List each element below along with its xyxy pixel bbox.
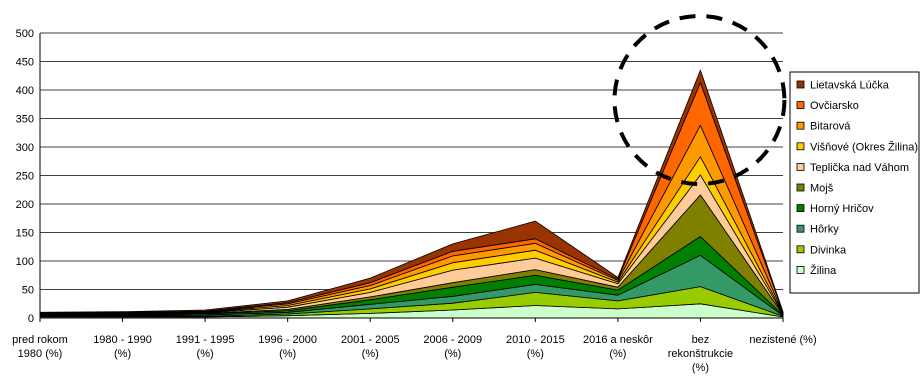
y-tick-label: 50 [22,285,34,297]
legend-swatch [796,204,805,213]
legend-swatch [796,80,805,89]
highlight-circle [612,14,787,186]
x-tick-label: 2001 - 2005 (%) [341,334,400,360]
x-tick-label: pred rokom 1980 (%) [12,334,68,360]
x-tick-label: 2016 a neskôr (%) [583,334,653,360]
peak-highlight-ellipse [612,14,787,186]
legend-label: Hôrky [810,224,839,236]
y-tick-label: 250 [16,171,34,183]
legend-swatch [796,121,805,130]
series-areas [39,69,784,319]
x-tick-label: 1996 - 2000 (%) [258,334,317,360]
legend-label: Teplička nad Váhom [810,162,909,174]
y-tick-label: 350 [16,114,34,126]
x-tick-label: nezistené (%) [749,334,816,346]
legend-label: Ovčiarsko [810,100,859,112]
legend-swatch [796,224,805,233]
legend-label: Bitarová [810,121,851,133]
x-tick-label: 1991 - 1995 (%) [176,334,235,360]
gridlines [40,32,783,290]
legend-swatch [796,245,805,254]
y-tick-label: 100 [16,256,34,268]
y-tick-label: 200 [16,199,34,211]
y-tick-label: 0 [28,313,34,325]
legend: Lietavská Lúčka Ovčiarsko Bitarová Višňové … [789,71,920,294]
legend-label: Višňové (Okres Žilina) [810,140,918,153]
legend-label: Horný Hričov [810,203,874,215]
y-tick-label: 150 [16,228,34,240]
legend-swatch [796,265,805,274]
area-series [39,69,784,314]
legend-swatch [796,183,805,192]
y-tick-label: 400 [16,85,34,97]
x-tick-label: 2010 - 2015 (%) [506,334,565,360]
legend-swatch [796,162,805,171]
x-tick-label: 1980 - 1990 (%) [93,334,152,360]
legend-label: Mojš [810,183,834,195]
x-axis: pred rokom 1980 (%) 1980 - 1990 (%) 1991 - 1… [12,317,817,374]
legend-swatch [796,142,805,151]
x-tick-label: 2006 - 2009 (%) [423,334,482,360]
y-tick-label: 450 [16,57,34,69]
legend-label: Žilina [810,264,837,277]
x-tick-label: bez rekonštrukcie (%) [668,334,733,374]
legend-label: Divinka [810,244,847,256]
y-axis: 0 50 100 150 200 250 300 350 400 450 500 [16,28,41,325]
legend-label: Lietavská Lúčka [810,80,890,92]
y-tick-label: 500 [16,28,34,40]
y-tick-label: 300 [16,142,34,154]
legend-swatch [796,101,805,109]
legend-box [789,71,920,294]
